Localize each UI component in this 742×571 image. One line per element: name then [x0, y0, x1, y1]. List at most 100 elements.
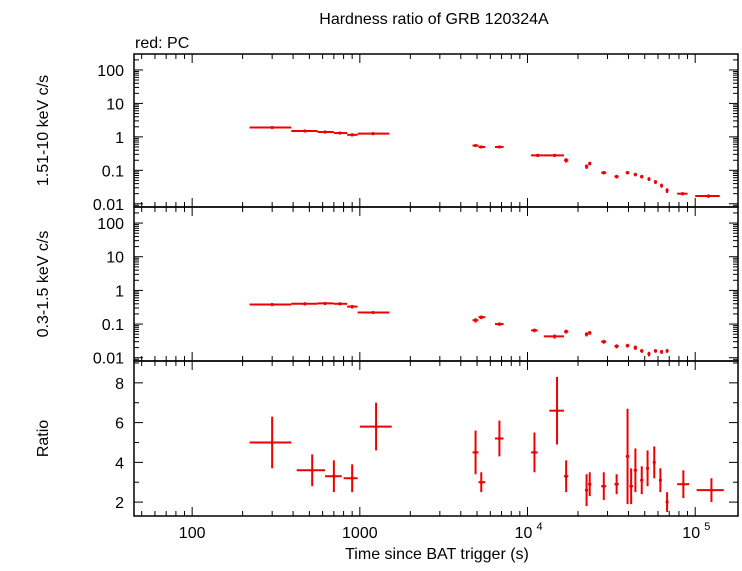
- data-point: [531, 432, 538, 473]
- y-tick-label: 10: [106, 96, 124, 113]
- data-point: [629, 468, 633, 505]
- point-marker: [479, 480, 483, 484]
- point-marker: [647, 352, 651, 356]
- data-point: [588, 161, 592, 166]
- data-point: [563, 460, 569, 493]
- data-point: [249, 125, 292, 130]
- data-point: [296, 454, 326, 487]
- y-tick-label: 2: [115, 495, 124, 512]
- data-point: [601, 339, 607, 344]
- data-point: [614, 344, 619, 349]
- point-marker: [588, 331, 592, 335]
- point-marker: [602, 340, 606, 344]
- y-tick-label: 0.01: [93, 197, 124, 214]
- data-point: [359, 402, 392, 451]
- point-marker: [709, 488, 714, 492]
- x-tick-label: 1000: [342, 525, 378, 542]
- point-marker: [350, 133, 354, 137]
- y-axis-label-ratio: Ratio: [35, 420, 52, 457]
- data-point: [584, 164, 589, 169]
- chart-subtitle: red: PC: [135, 35, 189, 52]
- panel-frame: [133, 53, 739, 208]
- point-marker: [602, 484, 606, 488]
- point-marker: [310, 468, 314, 472]
- data-point: [625, 343, 630, 348]
- point-marker: [615, 482, 619, 486]
- data-point: [478, 315, 486, 320]
- point-marker: [633, 346, 638, 350]
- panel-hard: 100 10 1 0.1 0.01 1.51-10 keV c/s: [35, 53, 739, 214]
- data-point: [543, 334, 564, 339]
- data-point: [549, 376, 564, 445]
- point-marker: [323, 130, 327, 134]
- data-point: [647, 177, 651, 181]
- point-marker: [479, 315, 483, 319]
- x-tick-label-exponent: 4: [537, 521, 543, 533]
- data-point: [249, 302, 292, 307]
- point-marker: [625, 343, 630, 348]
- point-marker: [303, 129, 307, 133]
- point-marker: [536, 153, 540, 157]
- point-marker: [555, 409, 559, 413]
- y-axis-label-soft: 0.3-1.5 keV c/s: [35, 231, 52, 338]
- point-marker: [584, 332, 589, 336]
- data-point: [640, 349, 644, 353]
- data-point: [588, 472, 592, 497]
- point-marker: [371, 132, 375, 136]
- point-marker: [374, 424, 378, 429]
- point-marker: [270, 440, 274, 445]
- data-point: [677, 470, 690, 499]
- data-point: [665, 492, 669, 513]
- y-tick-label: 8: [115, 376, 124, 393]
- point-marker: [497, 145, 502, 149]
- data-point: [249, 416, 292, 469]
- data-point: [495, 322, 504, 326]
- y-axis-label-hard: 1.51-10 keV c/s: [35, 75, 52, 186]
- data-point: [665, 188, 669, 193]
- point-marker: [615, 344, 619, 348]
- point-marker: [350, 305, 354, 309]
- data-point: [317, 130, 334, 134]
- data-point: [343, 464, 358, 493]
- panels-layer: 100 10 1 0.1 0.01 1.51-10 keV c/s 100 10 1 0.1 0.0…: [35, 53, 739, 542]
- y-tick-label: 100: [97, 216, 124, 233]
- panel-soft: 100 10 1 0.1 0.01 0.3-1.5 keV c/s: [35, 206, 739, 368]
- data-point: [563, 329, 569, 334]
- y-tick-label: 1: [115, 283, 124, 300]
- y-tick-label: 0.1: [102, 163, 124, 180]
- point-marker: [552, 153, 557, 157]
- point-marker: [633, 468, 638, 472]
- data-point: [614, 474, 619, 495]
- data-point: [665, 349, 669, 353]
- point-marker: [532, 450, 537, 455]
- point-marker: [588, 482, 592, 486]
- data-point: [478, 472, 486, 493]
- data-point: [543, 153, 564, 157]
- point-marker: [645, 466, 650, 470]
- data-point: [291, 302, 318, 306]
- point-marker: [564, 474, 568, 478]
- point-marker: [665, 349, 669, 353]
- point-marker: [497, 436, 502, 441]
- data-point: [645, 450, 650, 487]
- data-point: [652, 446, 656, 479]
- point-marker: [564, 158, 568, 162]
- data-point: [695, 194, 720, 198]
- point-marker: [473, 318, 478, 322]
- point-marker: [633, 172, 638, 177]
- point-marker: [652, 460, 656, 464]
- point-marker: [640, 174, 644, 179]
- point-marker: [680, 192, 685, 196]
- data-point: [317, 301, 334, 306]
- panel-frame: [133, 206, 739, 362]
- point-marker: [473, 143, 478, 148]
- point-marker: [270, 302, 274, 307]
- data-point: [531, 328, 538, 333]
- point-marker: [532, 328, 537, 332]
- data-point: [333, 131, 348, 135]
- y-tick-label: 0.01: [93, 351, 124, 368]
- point-marker: [588, 161, 592, 166]
- y-tick-label: 1: [115, 130, 124, 147]
- data-point: [653, 349, 658, 353]
